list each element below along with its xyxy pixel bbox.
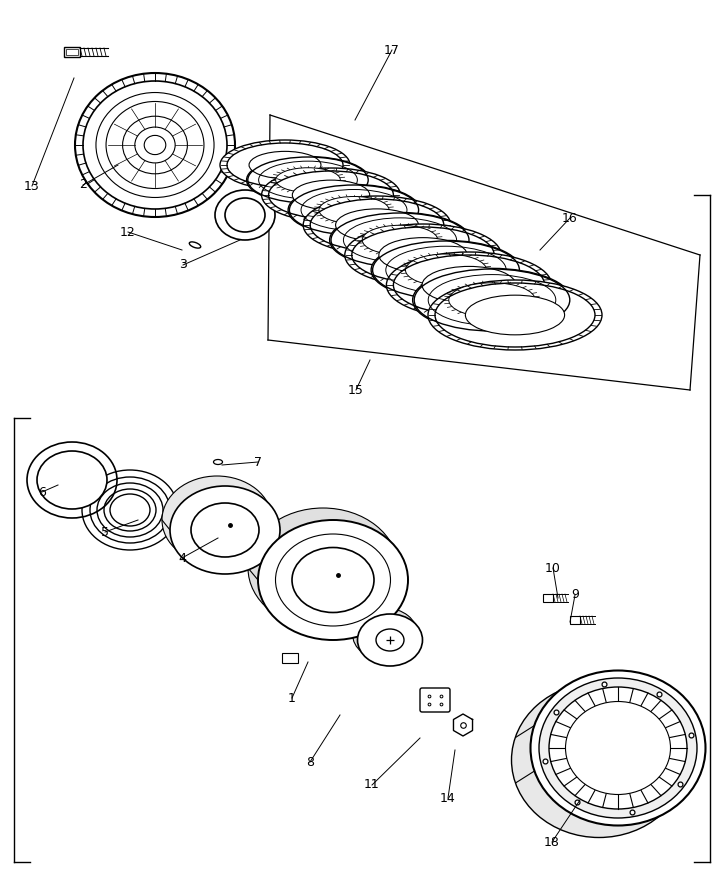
Ellipse shape <box>386 252 552 318</box>
Ellipse shape <box>319 197 389 223</box>
Ellipse shape <box>288 185 420 235</box>
Text: 14: 14 <box>440 792 456 804</box>
Ellipse shape <box>406 254 486 286</box>
Bar <box>543 594 553 602</box>
Ellipse shape <box>549 687 687 809</box>
Ellipse shape <box>512 682 687 837</box>
Ellipse shape <box>422 266 516 304</box>
Text: 17: 17 <box>384 44 400 57</box>
Bar <box>64 47 80 57</box>
Text: 16: 16 <box>562 212 578 225</box>
Text: 1: 1 <box>288 691 296 704</box>
Ellipse shape <box>170 486 280 574</box>
Ellipse shape <box>249 151 321 178</box>
Text: 4: 4 <box>178 551 186 564</box>
Bar <box>66 49 78 55</box>
Bar <box>282 653 298 663</box>
FancyBboxPatch shape <box>420 688 450 712</box>
Text: 6: 6 <box>38 486 46 499</box>
Ellipse shape <box>162 476 272 564</box>
Text: 9: 9 <box>571 589 579 601</box>
Text: 2: 2 <box>79 178 87 192</box>
Ellipse shape <box>191 503 259 557</box>
Bar <box>570 616 580 624</box>
Ellipse shape <box>303 196 451 254</box>
Ellipse shape <box>345 224 501 286</box>
Ellipse shape <box>248 508 398 628</box>
Ellipse shape <box>213 459 222 465</box>
Ellipse shape <box>27 442 117 518</box>
Ellipse shape <box>276 168 340 192</box>
Text: 12: 12 <box>120 226 136 239</box>
Ellipse shape <box>412 269 571 332</box>
Ellipse shape <box>371 623 399 645</box>
Ellipse shape <box>220 140 350 190</box>
Ellipse shape <box>282 536 364 600</box>
Ellipse shape <box>362 225 438 255</box>
Ellipse shape <box>357 614 423 666</box>
Ellipse shape <box>215 190 275 240</box>
Ellipse shape <box>449 283 535 318</box>
Ellipse shape <box>376 629 404 651</box>
Ellipse shape <box>371 241 521 299</box>
Ellipse shape <box>379 238 467 272</box>
Text: 11: 11 <box>364 779 380 792</box>
Ellipse shape <box>293 180 370 210</box>
Ellipse shape <box>189 242 200 248</box>
Ellipse shape <box>330 213 470 268</box>
Ellipse shape <box>292 548 374 612</box>
Ellipse shape <box>428 280 602 350</box>
Text: 3: 3 <box>179 258 187 271</box>
Ellipse shape <box>225 198 265 232</box>
Ellipse shape <box>353 608 417 660</box>
Ellipse shape <box>539 678 697 818</box>
Text: 13: 13 <box>24 179 40 192</box>
Text: 8: 8 <box>306 755 314 768</box>
Ellipse shape <box>75 73 235 217</box>
Ellipse shape <box>247 157 370 204</box>
Text: 5: 5 <box>101 526 109 538</box>
Ellipse shape <box>531 670 706 825</box>
Ellipse shape <box>335 209 418 242</box>
Text: 18: 18 <box>544 836 560 849</box>
Ellipse shape <box>566 702 671 794</box>
Ellipse shape <box>258 520 408 640</box>
Ellipse shape <box>183 493 251 547</box>
Text: 7: 7 <box>254 456 262 468</box>
Text: 10: 10 <box>545 562 561 575</box>
Text: 15: 15 <box>348 383 364 396</box>
Ellipse shape <box>37 451 107 509</box>
Ellipse shape <box>261 168 401 222</box>
Ellipse shape <box>465 295 565 335</box>
